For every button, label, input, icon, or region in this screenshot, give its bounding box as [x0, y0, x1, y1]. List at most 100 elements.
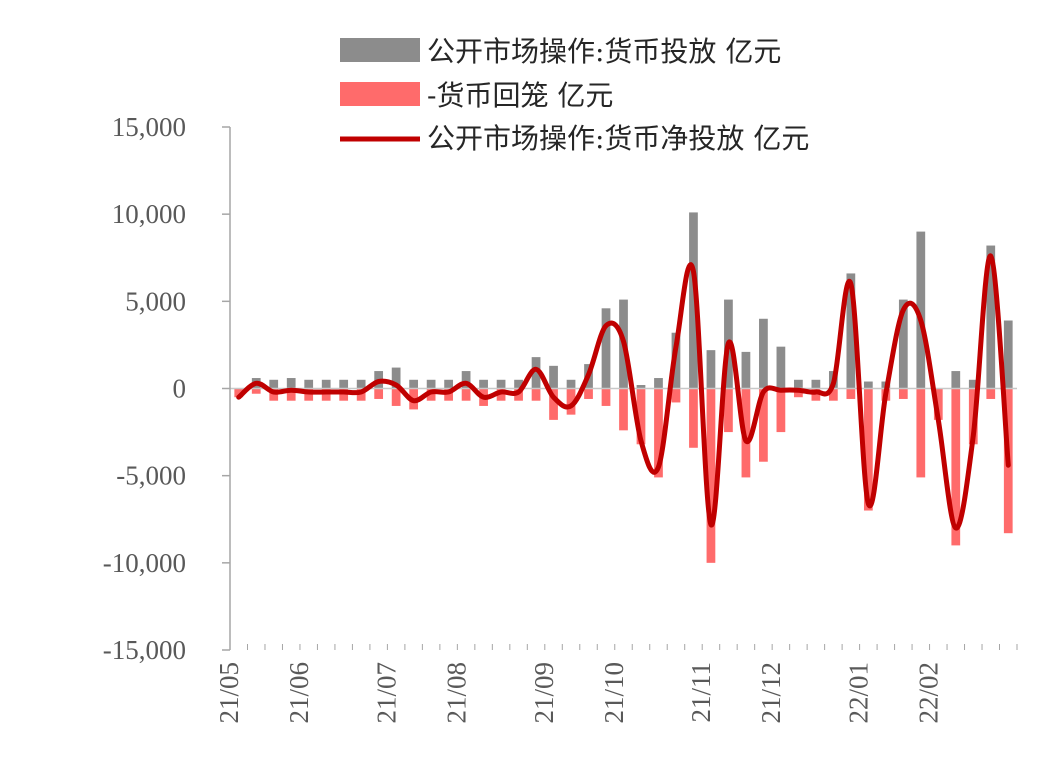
bar-investment-44: [1003, 320, 1013, 389]
bar-recovery-19: [566, 388, 576, 415]
y-tick-label: -15,000: [103, 635, 186, 665]
bar-investment-10: [409, 379, 419, 389]
bar-investment-2: [269, 379, 279, 389]
x-tick-label: 21/09: [529, 662, 559, 724]
legend-label-recovery: -货币回笼 亿元: [427, 79, 613, 112]
bars-recovery: [234, 388, 1013, 563]
x-tick-label: 21/11: [686, 662, 716, 723]
y-tick-label: 5,000: [125, 286, 186, 316]
y-tick-label: 15,000: [112, 112, 186, 142]
bar-recovery-0: [234, 388, 244, 398]
bar-recovery-41: [951, 388, 961, 546]
legend: 公开市场操作:货币投放 亿元 -货币回笼 亿元 公开市场操作:货币净投放 亿元: [340, 35, 809, 155]
bar-recovery-39: [916, 388, 926, 478]
bar-recovery-43: [986, 388, 996, 399]
bar-investment-14: [479, 379, 488, 389]
bar-investment-29: [741, 351, 751, 389]
bar-investment-4: [304, 379, 314, 389]
bar-investment-17: [531, 357, 541, 389]
bar-recovery-36: [863, 388, 873, 511]
bar-recovery-27: [706, 388, 716, 563]
bar-investment-43: [986, 245, 996, 389]
bar-recovery-31: [776, 388, 786, 433]
x-tick-label: 21/06: [284, 662, 314, 724]
y-axis: 15,000 10,000 5,000 0 -5,000 -10,000 -15,000: [103, 112, 231, 665]
x-tick-label: 21/12: [756, 662, 786, 724]
y-tick-label: -5,000: [116, 461, 186, 491]
x-tick-label: 21/07: [371, 662, 401, 724]
bar-investment-9: [391, 367, 401, 389]
legend-swatch-recovery: [340, 82, 420, 106]
bar-recovery-15: [496, 388, 506, 401]
x-axis: 21/05 21/06 21/07 21/08 21/09 21/10 21/11 21/12…: [214, 644, 1018, 724]
bar-investment-18: [549, 365, 558, 389]
bar-investment-11: [426, 379, 436, 389]
bar-recovery-38: [898, 388, 908, 399]
legend-swatch-investment: [340, 38, 420, 62]
bar-recovery-24: [654, 388, 663, 478]
bar-recovery-4: [304, 388, 314, 401]
bar-recovery-23: [636, 388, 646, 445]
bar-recovery-22: [619, 388, 628, 431]
x-tick-label: 21/05: [214, 662, 244, 724]
bar-investment-36: [863, 381, 873, 389]
bar-recovery-26: [689, 388, 698, 448]
bar-recovery-18: [549, 388, 558, 420]
bar-recovery-12: [444, 388, 453, 401]
bar-recovery-20: [584, 388, 593, 399]
legend-label-investment: 公开市场操作:货币投放 亿元: [427, 35, 781, 68]
bar-recovery-21: [601, 388, 611, 406]
bar-investment-35: [846, 273, 856, 389]
bar-recovery-3: [286, 388, 296, 401]
bar-investment-30: [759, 318, 768, 389]
bar-investment-27: [706, 350, 716, 389]
bar-investment-13: [461, 371, 471, 389]
bar-recovery-9: [391, 388, 401, 406]
x-tick-label: 22/02: [914, 662, 944, 724]
bar-recovery-1: [251, 388, 261, 394]
x-tick-label: 22/01: [844, 662, 874, 724]
bar-investment-24: [654, 378, 663, 389]
net-line: [236, 253, 1011, 531]
bar-investment-12: [444, 379, 453, 389]
x-tick-label: 21/10: [599, 662, 629, 724]
bar-investment-16: [514, 379, 523, 389]
bar-investment-23: [636, 385, 646, 389]
bar-investment-39: [916, 231, 926, 389]
bar-recovery-2: [269, 388, 279, 401]
bar-investment-6: [339, 379, 349, 389]
bar-investment-41: [951, 371, 961, 389]
x-tick-label: 21/08: [441, 662, 471, 724]
bar-recovery-34: [828, 388, 838, 401]
bar-recovery-33: [811, 388, 821, 401]
bar-investment-42: [968, 379, 978, 389]
bar-recovery-32: [794, 388, 803, 398]
bar-investment-33: [811, 379, 821, 389]
bar-recovery-5: [321, 388, 331, 401]
y-tick-label: -10,000: [103, 548, 186, 578]
bar-investment-21: [601, 308, 611, 389]
y-tick-label: 0: [173, 374, 187, 404]
bar-investment-31: [776, 346, 786, 389]
bar-recovery-28: [724, 388, 733, 433]
bar-recovery-7: [356, 388, 366, 401]
bar-recovery-13: [461, 388, 471, 401]
bar-recovery-8: [374, 388, 384, 399]
bar-investment-15: [496, 379, 506, 389]
bar-recovery-25: [671, 388, 681, 403]
bar-recovery-17: [531, 388, 541, 401]
bar-investment-19: [566, 379, 576, 389]
bar-recovery-30: [759, 388, 768, 462]
bar-recovery-6: [339, 388, 349, 401]
bar-investment-38: [898, 299, 908, 389]
bar-investment-26: [689, 212, 698, 389]
y-tick-label: 10,000: [112, 199, 186, 229]
bar-investment-5: [321, 379, 331, 389]
bar-investment-7: [356, 379, 366, 389]
bar-recovery-35: [846, 388, 856, 399]
bar-investment-3: [286, 378, 296, 389]
bar-investment-32: [794, 379, 803, 389]
bars-investment: [251, 212, 1013, 389]
